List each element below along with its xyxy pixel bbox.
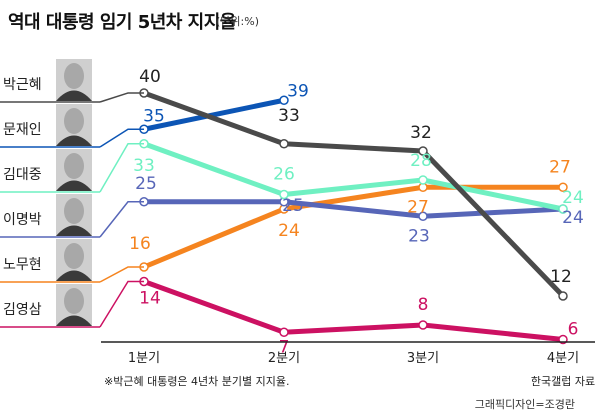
legend-name: 김영삼 — [3, 302, 42, 318]
portrait-shoulders — [56, 180, 92, 191]
data-label: 32 — [410, 123, 432, 143]
data-point — [558, 204, 568, 214]
data-label: 24 — [278, 221, 300, 241]
data-label: 40 — [139, 67, 161, 87]
portrait-shoulders — [56, 315, 92, 326]
chart-title: 역대 대통령 임기 5년차 지지율 — [8, 12, 236, 33]
portrait-face — [64, 243, 84, 269]
data-point — [418, 211, 428, 221]
data-label: 33 — [133, 156, 155, 176]
legend-connector — [99, 92, 144, 103]
data-label: 14 — [139, 289, 161, 309]
x-axis: 1분기 2분기 3분기 4분기 — [101, 341, 595, 366]
data-label: 24 — [562, 188, 584, 208]
data-point — [558, 182, 568, 192]
portrait-shoulders — [56, 135, 92, 146]
data-label: 39 — [287, 81, 309, 101]
x-tick-label: 2분기 — [268, 351, 300, 366]
data-label: 24 — [562, 208, 584, 228]
data-point — [418, 175, 428, 185]
data-point — [418, 320, 428, 330]
unit-label: (단위:%) — [216, 15, 259, 28]
data-point — [418, 146, 428, 156]
series-line-문재인 — [141, 97, 287, 132]
legend-connector — [99, 280, 144, 328]
data-point — [279, 139, 289, 149]
data-label: 6 — [568, 320, 579, 340]
series-points — [139, 88, 568, 345]
legend-connector — [99, 201, 144, 238]
x-tick-label: 1분기 — [128, 351, 160, 366]
legend-name: 노무현 — [3, 257, 42, 273]
portrait-shoulders — [56, 270, 92, 281]
legend-name: 문재인 — [3, 122, 42, 138]
graphic-credit: 그래픽디자인=조경란 — [474, 398, 575, 411]
data-point — [279, 189, 289, 200]
series-line-박근혜 — [141, 90, 566, 299]
legend-connector — [99, 266, 144, 283]
portrait-shoulders — [56, 90, 92, 101]
series-lines — [141, 90, 566, 342]
data-label: 35 — [143, 106, 165, 126]
legend-connector — [99, 128, 144, 148]
data-label: 26 — [273, 165, 295, 185]
x-tick-label: 3분기 — [407, 351, 439, 366]
data-label: 12 — [550, 267, 572, 287]
source-note: 한국갤럽 자료 — [531, 374, 595, 388]
footnote: ※박근혜 대통령은 4년차 분기별 지지율. — [104, 375, 290, 388]
legend-connector — [99, 143, 144, 193]
series-line-이명박 — [141, 199, 566, 219]
portrait-face — [64, 63, 84, 89]
data-label: 25 — [282, 196, 304, 216]
legend-name: 박근혜 — [3, 77, 42, 93]
legend-name: 김대중 — [3, 167, 42, 183]
portrait-face — [64, 153, 84, 179]
data-label: 23 — [408, 226, 430, 246]
legend-name: 이명박 — [3, 212, 42, 228]
data-label: 7 — [279, 337, 290, 357]
portrait-face — [64, 108, 84, 134]
series-line-김대중 — [141, 141, 566, 212]
data-point — [279, 95, 289, 105]
data-label: 28 — [410, 151, 432, 171]
series-line-김영삼 — [141, 279, 566, 342]
data-label: 8 — [418, 295, 429, 315]
data-label: 27 — [549, 157, 571, 177]
data-point — [279, 327, 289, 337]
data-label: 25 — [135, 174, 157, 194]
series-line-노무현 — [141, 184, 566, 270]
data-label: 33 — [278, 106, 300, 126]
portrait-face — [64, 288, 84, 314]
data-point — [558, 291, 568, 301]
portrait-shoulders — [56, 225, 92, 236]
data-label: 16 — [129, 234, 151, 254]
x-tick-label: 4분기 — [547, 351, 579, 366]
portrait-face — [64, 198, 84, 224]
data-label: 27 — [407, 197, 429, 217]
data-labels: 16 24 27 27 25 25 23 24 33 26 28 24 14 7 8 6 35 39 40 33 32 1… — [129, 67, 584, 357]
